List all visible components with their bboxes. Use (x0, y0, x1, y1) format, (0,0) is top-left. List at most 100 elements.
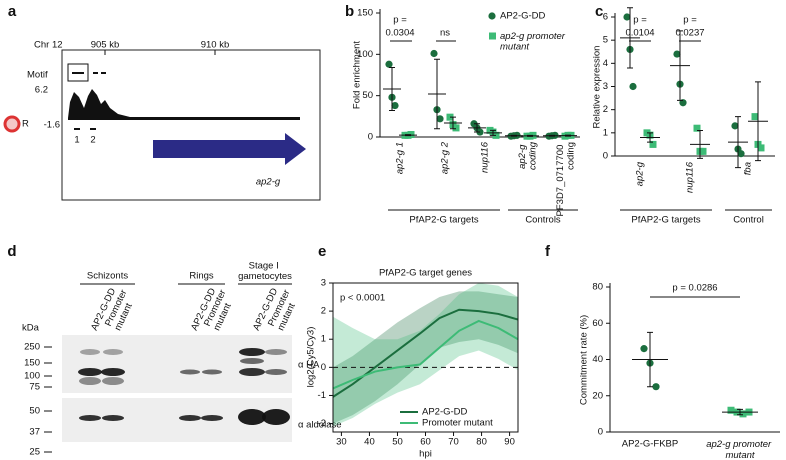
annotation: p < 0.0001 (340, 293, 385, 304)
y-axis-label: Commitment rate (%) (579, 315, 590, 405)
blot-band (101, 368, 125, 376)
y-tick-label: 40 (592, 354, 603, 365)
y-tick-label: 3 (603, 81, 608, 92)
y-tick-label: 80 (592, 282, 603, 293)
x-tick-label: ap2-g (635, 161, 646, 186)
data-point (436, 115, 444, 123)
blot-band (239, 348, 265, 356)
error-bar (527, 134, 533, 137)
track-label: R (22, 119, 29, 130)
error-bar (549, 134, 555, 137)
y-tick-label: 6 (603, 12, 608, 23)
error-bar (697, 130, 703, 159)
data-point (699, 147, 707, 155)
error-bar (434, 58, 440, 130)
y-tick-label: -2 (318, 418, 326, 429)
x-tick-label: ap2-g 1 (395, 142, 406, 174)
legend-marker (489, 32, 496, 40)
y-tick-label: 1 (603, 127, 608, 138)
error-bar (647, 132, 653, 143)
x-tick-label: 60 (420, 437, 431, 448)
x-tick-label: 30 (336, 437, 347, 448)
error-bar (647, 331, 653, 388)
annotation: ns (440, 28, 450, 39)
error-bar (755, 81, 761, 162)
marker-label: 25 (29, 447, 40, 458)
y-tick-label: 0 (368, 132, 373, 143)
blot-band (103, 349, 123, 355)
blot-band (102, 415, 124, 421)
group-label: Schizonts (87, 271, 128, 282)
error-bar (450, 116, 456, 130)
x-tick-label: nup116 (685, 161, 696, 193)
panel-letter: c (595, 3, 603, 20)
data-point (623, 13, 631, 21)
x-tick-label: 50 (392, 437, 403, 448)
antibody-label: α HA (298, 360, 320, 371)
stage-icon (3, 115, 21, 133)
blot-band (262, 409, 290, 425)
data-point (385, 60, 393, 68)
annotation: p = (683, 15, 697, 26)
blot-band (179, 415, 201, 421)
group-label: Control (733, 215, 764, 226)
group-label: Controls (525, 215, 561, 226)
y-tick-label: 0 (321, 362, 326, 373)
series-line (332, 319, 519, 390)
x-axis-label: hpi (419, 449, 432, 460)
blot-ha (62, 335, 292, 393)
x-tick-label: ap2-g 2 (440, 141, 451, 174)
position-ticks (104, 50, 216, 55)
data-point (737, 150, 745, 158)
x-tick-label: ap2-g promoter mutant (706, 439, 774, 460)
group-label: Rings (189, 271, 214, 282)
error-bar (490, 129, 496, 136)
panel-letter: d (7, 243, 16, 260)
blot-band (265, 369, 287, 375)
data-point (727, 406, 735, 414)
y-tick-label: 0 (598, 427, 603, 438)
data-point (452, 124, 460, 132)
data-point (430, 49, 438, 58)
legend-label: ap2-g promoter mutant (500, 31, 568, 52)
x-tick-label: 70 (448, 437, 459, 448)
peak-label: 2 (90, 135, 95, 146)
blot-band (79, 377, 101, 385)
y-tick-label: -1 (318, 390, 326, 401)
annotation: 0.0104 (625, 28, 654, 39)
data-point (751, 113, 759, 121)
y-tick-label: 2 (321, 306, 326, 317)
x-tick-label: PF3D7_0717700 coding (555, 142, 576, 216)
antibody-label: α aldolase (298, 420, 342, 431)
error-bar (627, 7, 633, 69)
error-bar (737, 408, 743, 416)
data-point (649, 140, 657, 148)
group-label: Stage I gametocytes (238, 260, 292, 281)
x-tick-label: 90 (504, 437, 515, 448)
group-label: PfAP2-G targets (631, 215, 700, 226)
x-tick-label: AP2-G-FKBP (622, 439, 679, 450)
data-point (693, 124, 701, 132)
chromosome: Chr 12 (34, 40, 63, 51)
legend-label: AP2-G-DD (500, 11, 546, 22)
blot-band (238, 409, 266, 425)
panel-letter: e (318, 243, 326, 260)
y-tick-label: 100 (357, 49, 373, 60)
error-bar (405, 134, 411, 137)
motif-label: Motif (27, 70, 48, 81)
scale-min: -1.6 (44, 120, 60, 131)
gene-arrow (153, 133, 306, 165)
marker-label: 75 (29, 382, 40, 393)
error-bar (511, 134, 517, 137)
coverage-peaks (68, 89, 300, 120)
y-tick-label: 50 (362, 90, 373, 101)
blot-band (201, 415, 223, 421)
annotation: p = (633, 15, 647, 26)
x-tick-label: fba (743, 162, 754, 175)
data-point (652, 383, 660, 391)
legend-label: AP2-G-DD (422, 407, 468, 418)
y-tick-label: 60 (592, 318, 603, 329)
legend-marker (488, 12, 496, 20)
data-point (739, 410, 747, 418)
